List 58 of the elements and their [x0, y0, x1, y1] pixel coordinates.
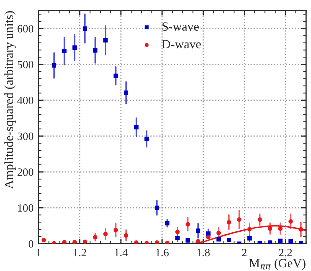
y-tick-label: 400: [18, 96, 34, 104]
point: [196, 228, 201, 234]
point: [216, 237, 222, 242]
point: [186, 222, 190, 227]
point: [176, 230, 180, 234]
y-axis-title: Amplitude-squared (arbitrary units): [4, 11, 16, 190]
point: [72, 46, 78, 50]
point: [268, 240, 273, 244]
point: [206, 235, 211, 240]
point: [104, 38, 108, 43]
y-tick-label: 600: [18, 25, 34, 33]
x-tick-label: 1.2: [74, 249, 86, 257]
x-tick-label: 2: [242, 249, 247, 256]
point: [258, 218, 262, 222]
point: [268, 226, 273, 232]
point: [134, 240, 139, 244]
point: [154, 206, 160, 210]
point: [114, 228, 118, 232]
y-tick-label: 500: [18, 61, 34, 69]
point: [104, 232, 108, 236]
x-tick-label: 1: [37, 249, 41, 256]
point: [114, 74, 118, 78]
point: [52, 64, 56, 68]
point: [278, 238, 283, 244]
point: [288, 219, 294, 224]
point: [93, 48, 98, 53]
point: [248, 227, 252, 232]
point: [196, 239, 201, 244]
y-tick-label: 300: [18, 132, 34, 140]
x-axis-title: M$_{ππ}$ (GeV): [249, 258, 306, 270]
point: [154, 240, 160, 244]
point: [288, 240, 294, 244]
point: [226, 238, 232, 243]
point: [82, 26, 88, 31]
y-tick-label: 200: [18, 168, 34, 176]
point: [124, 90, 129, 96]
point: [144, 137, 150, 142]
point: [206, 232, 211, 236]
x-tick-label: 2.2: [279, 249, 292, 257]
point: [42, 238, 46, 243]
legend-label: S-wave: [162, 22, 199, 31]
point: [216, 230, 222, 236]
point: [134, 125, 139, 130]
point: [278, 226, 283, 232]
x-tick-label: 1.4: [115, 249, 128, 257]
point: [186, 238, 190, 243]
x-tick-label: 1.6: [156, 249, 169, 257]
y-tick-label: 0: [28, 240, 34, 248]
legend-label: D-wave: [162, 40, 202, 49]
y-tick-label: 100: [18, 204, 34, 212]
point: [226, 220, 232, 225]
x-tick-label: 1.8: [198, 249, 210, 257]
point: [298, 227, 304, 232]
point: [237, 218, 242, 222]
point: [62, 49, 67, 54]
point: [124, 233, 129, 238]
point: [82, 240, 88, 244]
point: [72, 240, 78, 244]
